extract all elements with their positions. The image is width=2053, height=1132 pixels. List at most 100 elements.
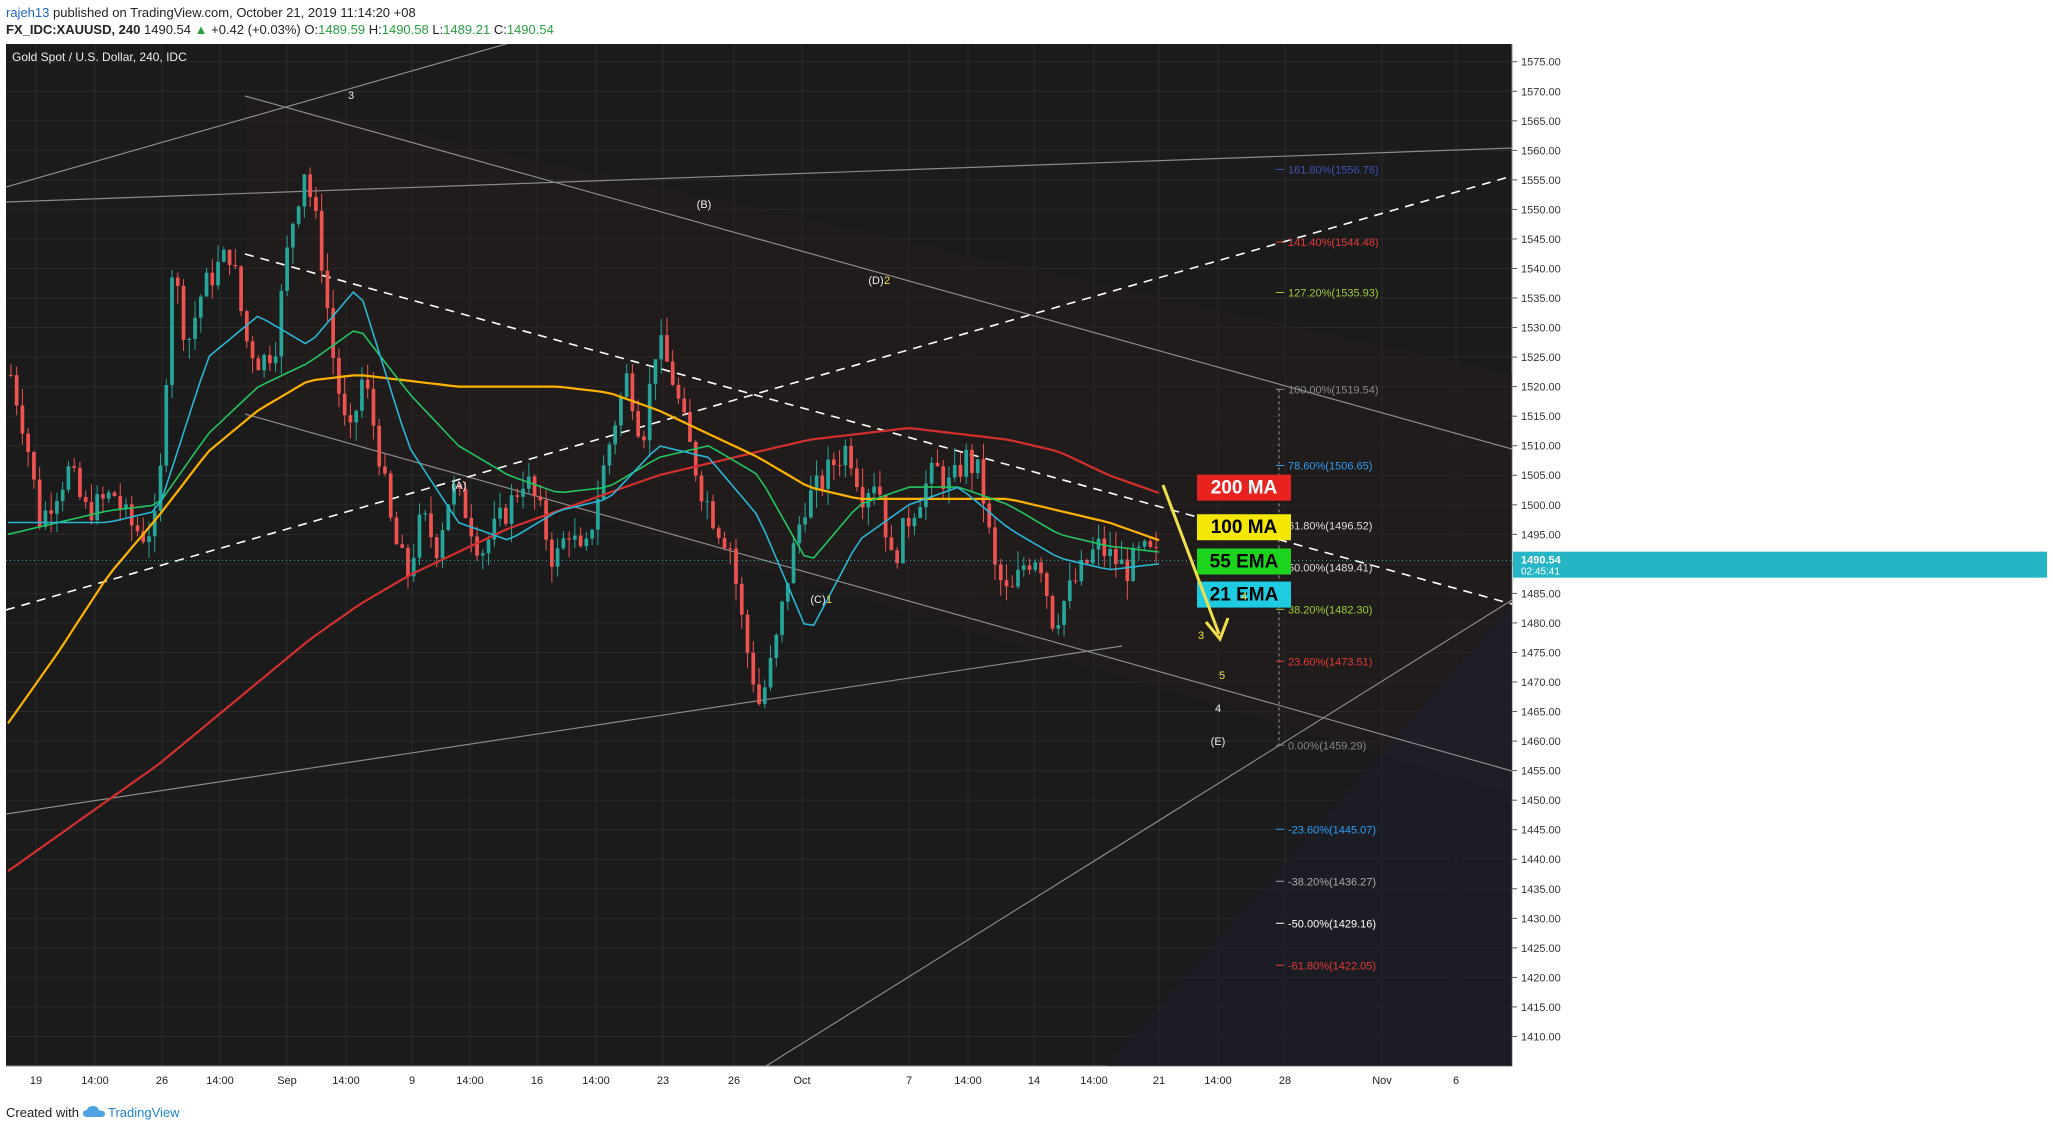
candle-body (1050, 595, 1055, 629)
tradingview-link[interactable]: TradingView (108, 1105, 180, 1120)
candle-body (1148, 540, 1153, 547)
candle-body (319, 210, 324, 271)
candle-body (613, 425, 617, 445)
x-tick-label: 14:00 (206, 1075, 234, 1087)
price-chart[interactable]: 1575.001570.001565.001560.001555.001550.… (6, 44, 2048, 1097)
candle-body (878, 486, 882, 495)
candle-body (60, 489, 65, 501)
candle-body (607, 444, 612, 466)
channel-top (244, 95, 1512, 450)
y-tick-label: 1525.00 (1521, 352, 1561, 364)
axis-corner (1512, 1066, 2048, 1097)
candle-body (89, 502, 94, 521)
candle-body (797, 524, 802, 544)
candle-body (296, 206, 301, 224)
created-with-text: Created with (6, 1105, 79, 1120)
open-value: 1489.59 (318, 22, 366, 37)
wave-label: 4 (1215, 703, 1221, 715)
candle-body (325, 270, 330, 309)
candle-body (883, 494, 888, 538)
candle-body (642, 436, 646, 441)
candle-body (492, 518, 497, 540)
projection-arrow-head (1204, 617, 1230, 642)
y-tick-label: 1570.00 (1521, 86, 1561, 98)
chart-area[interactable]: 1575.00 1570.00 1565.00 1560.00 1555.00 1550.… (6, 44, 2048, 1102)
candle-body (849, 445, 853, 469)
candle-body (486, 539, 491, 554)
candle-body (423, 513, 428, 515)
wave-label: (B) (697, 199, 712, 211)
fib-label: 61.80%(1496.52) (1288, 520, 1372, 532)
candle-body (757, 684, 761, 704)
candle-body (285, 247, 289, 291)
candle-body (227, 249, 232, 265)
y-tick-label: 1540.00 (1521, 263, 1561, 275)
candle-body (688, 412, 692, 442)
candle-body (187, 339, 192, 341)
fib-label: 100.00%(1519.54) (1288, 384, 1379, 396)
x-tick-label: 14:00 (332, 1075, 360, 1087)
candle-body (693, 441, 698, 476)
candle-body (72, 466, 77, 468)
y-tick-label: 1545.00 (1521, 234, 1561, 246)
candle-body (682, 398, 687, 413)
candle-body (716, 528, 721, 539)
candle-body (1039, 562, 1043, 574)
x-tick-label: 9 (409, 1075, 415, 1087)
candle-body (901, 517, 905, 564)
candle-body (1154, 546, 1158, 548)
candle-body (1102, 538, 1107, 557)
candle-body (993, 527, 997, 565)
wave-label: 3 (348, 90, 354, 102)
candle-body (291, 223, 295, 248)
y-tick-label: 1430.00 (1521, 913, 1561, 925)
candle-body (912, 517, 917, 527)
y-tick-label: 1485.00 (1521, 588, 1561, 600)
candle-body (889, 537, 894, 551)
candle-body (573, 535, 577, 540)
candle-body (308, 174, 312, 197)
wave-label: 5 (1219, 670, 1225, 682)
candle-body (1079, 559, 1084, 582)
y-tick-label: 1550.00 (1521, 204, 1561, 216)
candle-body (475, 536, 479, 556)
legend-box (1197, 581, 1291, 608)
candle-body (406, 547, 410, 577)
y-tick-label: 1555.00 (1521, 175, 1561, 187)
candle-body (49, 510, 54, 514)
author-link[interactable]: rajeh13 (6, 5, 50, 20)
candle-body (452, 484, 456, 505)
candle-body (348, 415, 353, 423)
y-tick-label: 1460.00 (1521, 736, 1561, 748)
x-tick-label: 6 (1453, 1075, 1459, 1087)
fib-label: 23.60%(1473.51) (1288, 656, 1372, 668)
candle-body (1085, 559, 1089, 564)
legend-label: 200 MA (1211, 478, 1278, 499)
candle-body (1113, 548, 1118, 565)
candle-body (814, 475, 819, 491)
x-tick-label: 14:00 (81, 1075, 109, 1087)
candle-body (619, 396, 623, 426)
fib-label: -50.00%(1429.16) (1288, 918, 1376, 930)
wave-label: 1 (826, 594, 832, 606)
y-tick-label: 1420.00 (1521, 972, 1561, 984)
close-value: 1490.54 (506, 22, 554, 37)
candle-body (596, 498, 600, 530)
fib-label: -23.60%(1445.07) (1288, 824, 1376, 836)
fib-label: 161.80%(1556.76) (1288, 164, 1379, 176)
published-text: published on TradingView.com, October 21… (53, 5, 416, 20)
candle-body (970, 449, 974, 474)
projection-arrow (1161, 484, 1221, 635)
candle-body (394, 517, 399, 545)
candle-body (924, 483, 928, 508)
y-tick-label: 1455.00 (1521, 766, 1561, 778)
x-tick-label: 14 (1028, 1075, 1040, 1087)
candle-body (233, 264, 238, 267)
y-tick-label: 1450.00 (1521, 795, 1561, 807)
candle-body (929, 462, 934, 484)
candle-body (342, 393, 347, 416)
candle-body (1021, 565, 1026, 570)
candle-body (112, 492, 117, 497)
candle-body (1004, 580, 1009, 587)
candle-body (665, 335, 669, 362)
